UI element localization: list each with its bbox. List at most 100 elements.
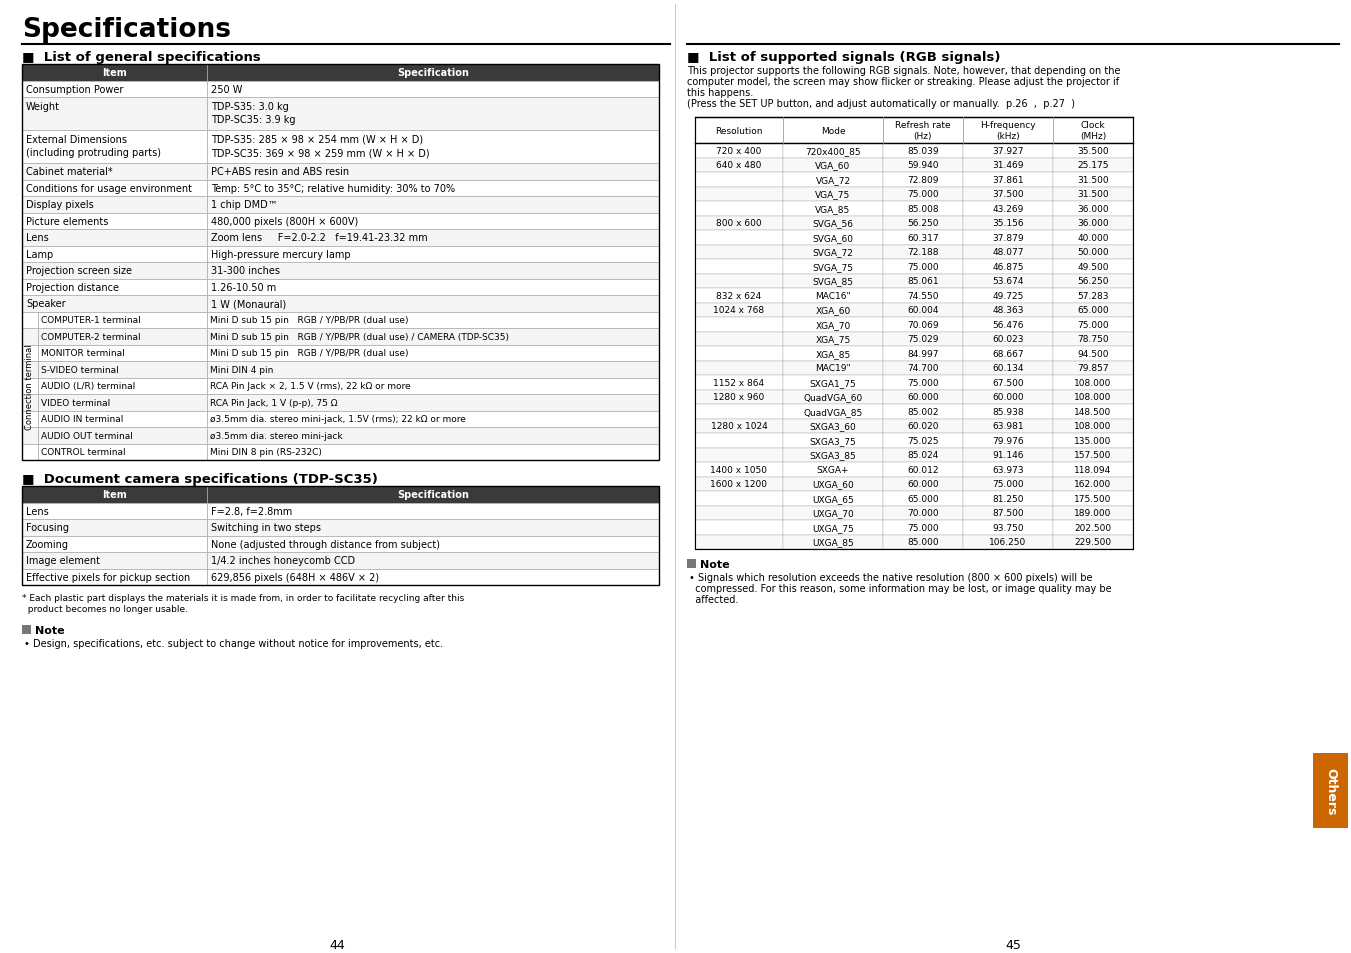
Text: 84.997: 84.997: [908, 350, 939, 358]
Bar: [38, 361, 207, 378]
Bar: [884, 144, 963, 158]
Bar: [207, 569, 659, 585]
Bar: [784, 158, 884, 172]
Bar: [694, 333, 784, 347]
Bar: [963, 434, 1052, 448]
Bar: [22, 131, 207, 164]
Text: 79.976: 79.976: [992, 436, 1024, 445]
Bar: [207, 230, 659, 246]
Text: 1400 x 1050: 1400 x 1050: [711, 465, 767, 475]
Bar: [963, 520, 1052, 535]
Bar: [963, 303, 1052, 317]
Text: 56.250: 56.250: [1077, 277, 1109, 286]
Bar: [884, 274, 963, 289]
Bar: [884, 333, 963, 347]
Bar: [784, 361, 884, 375]
Text: 74.700: 74.700: [908, 364, 939, 373]
Text: 106.250: 106.250: [989, 537, 1027, 547]
Text: 720x400_85: 720x400_85: [805, 147, 861, 155]
Text: 46.875: 46.875: [992, 262, 1024, 272]
Text: 108.000: 108.000: [1074, 422, 1112, 431]
Bar: [22, 313, 38, 329]
Text: 1280 x 1024: 1280 x 1024: [711, 422, 767, 431]
Text: 65.000: 65.000: [1077, 306, 1109, 314]
Bar: [1052, 317, 1133, 333]
Text: 1 chip DMD™: 1 chip DMD™: [211, 200, 277, 210]
Text: VIDEO terminal: VIDEO terminal: [41, 398, 111, 407]
Text: 65.000: 65.000: [907, 495, 939, 503]
Text: 79.857: 79.857: [1077, 364, 1109, 373]
Text: Picture elements: Picture elements: [26, 216, 108, 227]
Text: 75.000: 75.000: [907, 378, 939, 387]
Text: XGA_70: XGA_70: [816, 320, 851, 330]
Bar: [1313, 753, 1348, 828]
Text: Image element: Image element: [26, 556, 100, 566]
Bar: [784, 448, 884, 462]
Bar: [1052, 347, 1133, 361]
Bar: [1052, 448, 1133, 462]
Bar: [884, 260, 963, 274]
Bar: [963, 317, 1052, 333]
Bar: [1052, 202, 1133, 216]
Bar: [784, 492, 884, 506]
Text: 1.26-10.50 m: 1.26-10.50 m: [211, 282, 276, 293]
Text: 87.500: 87.500: [992, 509, 1024, 517]
Bar: [963, 333, 1052, 347]
Text: S-VIDEO terminal: S-VIDEO terminal: [41, 365, 119, 375]
Bar: [884, 231, 963, 245]
Bar: [963, 462, 1052, 477]
Bar: [963, 347, 1052, 361]
Bar: [694, 361, 784, 375]
Bar: [694, 462, 784, 477]
Text: 60.317: 60.317: [907, 233, 939, 242]
Bar: [694, 448, 784, 462]
Bar: [207, 428, 659, 444]
Text: Mini DIN 4 pin: Mini DIN 4 pin: [209, 365, 273, 375]
Text: 202.500: 202.500: [1074, 523, 1112, 532]
Text: VGA_75: VGA_75: [816, 190, 851, 199]
Bar: [963, 419, 1052, 434]
Text: 148.500: 148.500: [1074, 407, 1112, 416]
Text: computer model, the screen may show flicker or streaking. Please adjust the proj: computer model, the screen may show flic…: [688, 77, 1119, 87]
Bar: [784, 172, 884, 188]
Text: 85.000: 85.000: [907, 537, 939, 547]
Bar: [1052, 492, 1133, 506]
Text: 1152 x 864: 1152 x 864: [713, 378, 765, 387]
Text: Conditions for usage environment: Conditions for usage environment: [26, 184, 192, 193]
Text: ■  Document camera specifications (TDP-SC35): ■ Document camera specifications (TDP-SC…: [22, 473, 378, 485]
Text: 36.000: 36.000: [1077, 205, 1109, 213]
Text: ø3.5mm dia. stereo mini-jack: ø3.5mm dia. stereo mini-jack: [209, 432, 343, 440]
Bar: [207, 313, 659, 329]
Bar: [1052, 477, 1133, 492]
Text: 85.002: 85.002: [908, 407, 939, 416]
Text: UXGA_70: UXGA_70: [812, 509, 854, 517]
Text: 60.012: 60.012: [908, 465, 939, 475]
Text: None (adjusted through distance from subject): None (adjusted through distance from sub…: [211, 539, 440, 549]
Bar: [1052, 535, 1133, 550]
Text: 43.269: 43.269: [993, 205, 1024, 213]
Bar: [1052, 462, 1133, 477]
Text: 1600 x 1200: 1600 x 1200: [711, 479, 767, 489]
Bar: [784, 188, 884, 202]
Text: VGA_60: VGA_60: [816, 161, 851, 170]
Text: (including protruding parts): (including protruding parts): [26, 148, 161, 158]
Text: MAC19": MAC19": [815, 364, 851, 373]
Bar: [784, 260, 884, 274]
Text: VGA_85: VGA_85: [816, 205, 851, 213]
Bar: [22, 279, 207, 295]
Text: SXGA3_85: SXGA3_85: [809, 451, 857, 459]
Bar: [784, 462, 884, 477]
Text: SXGA1_75: SXGA1_75: [809, 378, 857, 387]
Text: 75.025: 75.025: [908, 436, 939, 445]
Bar: [207, 361, 659, 378]
Bar: [963, 448, 1052, 462]
Text: Switching in two steps: Switching in two steps: [211, 522, 322, 533]
Bar: [694, 274, 784, 289]
Text: Specification: Specification: [397, 490, 469, 499]
Bar: [694, 202, 784, 216]
Bar: [963, 390, 1052, 405]
Bar: [963, 274, 1052, 289]
Text: 157.500: 157.500: [1074, 451, 1112, 459]
Text: 85.008: 85.008: [907, 205, 939, 213]
Bar: [963, 535, 1052, 550]
